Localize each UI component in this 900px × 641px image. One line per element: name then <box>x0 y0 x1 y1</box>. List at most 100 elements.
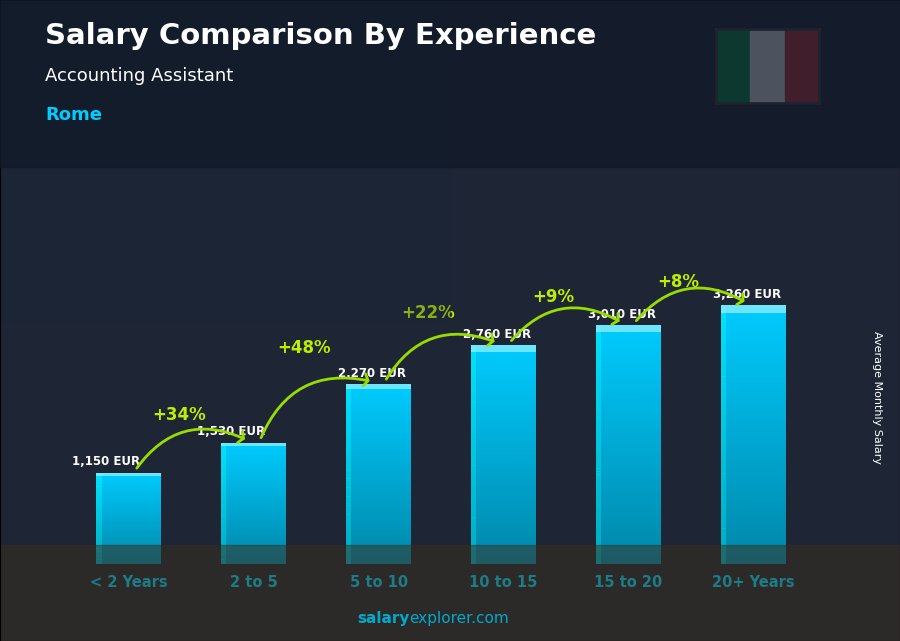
Bar <box>96 560 102 561</box>
Bar <box>221 506 227 508</box>
Bar <box>96 488 102 490</box>
Bar <box>346 553 351 555</box>
Bar <box>471 435 476 438</box>
Bar <box>596 555 661 558</box>
Bar <box>471 495 536 498</box>
Bar <box>96 562 161 563</box>
Bar <box>221 450 286 452</box>
Bar <box>721 528 725 532</box>
Bar <box>96 563 102 564</box>
Bar <box>346 562 351 564</box>
Bar <box>596 472 601 474</box>
Bar <box>471 498 476 501</box>
Bar <box>96 530 102 531</box>
Bar <box>596 361 601 364</box>
Bar <box>346 469 351 472</box>
Bar <box>471 542 476 545</box>
Bar <box>221 449 227 450</box>
Bar <box>221 514 227 515</box>
Bar <box>721 528 786 532</box>
Bar <box>96 535 161 537</box>
Bar <box>96 495 102 497</box>
Bar <box>721 483 786 487</box>
Bar <box>471 416 536 419</box>
Bar <box>346 386 351 388</box>
Bar <box>596 343 601 346</box>
Bar <box>471 419 536 422</box>
Bar <box>596 537 661 540</box>
Bar <box>471 476 476 479</box>
Bar <box>346 467 411 469</box>
Bar <box>471 449 536 452</box>
Bar <box>471 531 476 534</box>
Bar <box>596 429 601 433</box>
Bar <box>96 524 161 525</box>
Bar <box>596 337 661 340</box>
Bar <box>96 512 161 513</box>
Bar <box>346 515 351 517</box>
Bar <box>221 487 286 488</box>
Bar <box>471 372 536 375</box>
Bar <box>596 436 601 438</box>
Bar <box>471 378 476 381</box>
Bar <box>721 447 725 451</box>
Bar <box>721 386 786 390</box>
Bar <box>471 471 536 474</box>
Bar <box>346 458 351 460</box>
Bar <box>96 479 102 481</box>
Bar <box>596 346 601 349</box>
Bar <box>471 457 536 460</box>
Bar <box>721 551 786 554</box>
Bar <box>346 413 351 415</box>
Bar <box>596 340 601 343</box>
Bar <box>96 535 102 537</box>
Bar <box>721 535 786 538</box>
Bar <box>346 517 351 519</box>
Bar <box>596 451 661 454</box>
Bar <box>96 473 161 474</box>
Bar <box>471 353 536 356</box>
Bar <box>221 449 286 450</box>
Bar <box>596 522 661 525</box>
Bar <box>721 487 725 490</box>
Bar <box>721 454 786 458</box>
Bar <box>721 428 786 431</box>
Bar <box>471 411 476 413</box>
Bar <box>721 493 786 496</box>
Bar <box>221 494 286 495</box>
Bar <box>471 378 536 381</box>
Bar <box>346 472 351 474</box>
Bar <box>471 419 476 422</box>
Bar <box>221 511 286 512</box>
Bar <box>596 376 661 379</box>
Bar <box>596 492 661 495</box>
Bar <box>596 549 661 552</box>
Bar <box>96 526 161 528</box>
Bar <box>471 433 536 435</box>
Bar <box>471 356 476 359</box>
Text: Salary Comparison By Experience: Salary Comparison By Experience <box>45 22 596 51</box>
Bar <box>221 471 227 473</box>
Bar <box>346 420 411 422</box>
Bar <box>596 409 661 412</box>
Bar <box>721 506 786 509</box>
Bar <box>721 451 786 454</box>
Bar <box>346 494 411 497</box>
Bar <box>596 388 601 391</box>
Bar <box>346 438 411 440</box>
Bar <box>96 476 161 478</box>
Bar <box>471 400 476 403</box>
Bar <box>346 390 351 393</box>
Bar <box>471 485 476 487</box>
Bar <box>221 537 227 538</box>
Bar <box>721 360 786 363</box>
Bar <box>596 337 601 340</box>
Bar <box>471 474 476 476</box>
Bar <box>346 476 351 479</box>
Bar <box>716 29 750 103</box>
Bar <box>596 516 601 519</box>
Bar <box>596 412 601 415</box>
Bar <box>221 469 286 470</box>
Bar <box>96 532 161 533</box>
Bar <box>96 549 102 551</box>
